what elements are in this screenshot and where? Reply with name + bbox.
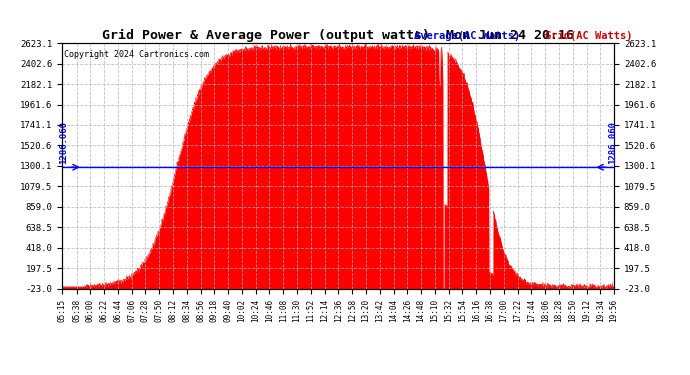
Text: Average(AC Watts): Average(AC Watts) [414, 32, 520, 41]
Text: Grid(AC Watts): Grid(AC Watts) [545, 32, 633, 41]
Text: 1286.060: 1286.060 [608, 122, 617, 165]
Text: 1286.060: 1286.060 [59, 122, 68, 165]
Title: Grid Power & Average Power (output watts)  Mon Jun 24 20:16: Grid Power & Average Power (output watts… [102, 29, 574, 42]
Text: Copyright 2024 Cartronics.com: Copyright 2024 Cartronics.com [64, 50, 209, 59]
